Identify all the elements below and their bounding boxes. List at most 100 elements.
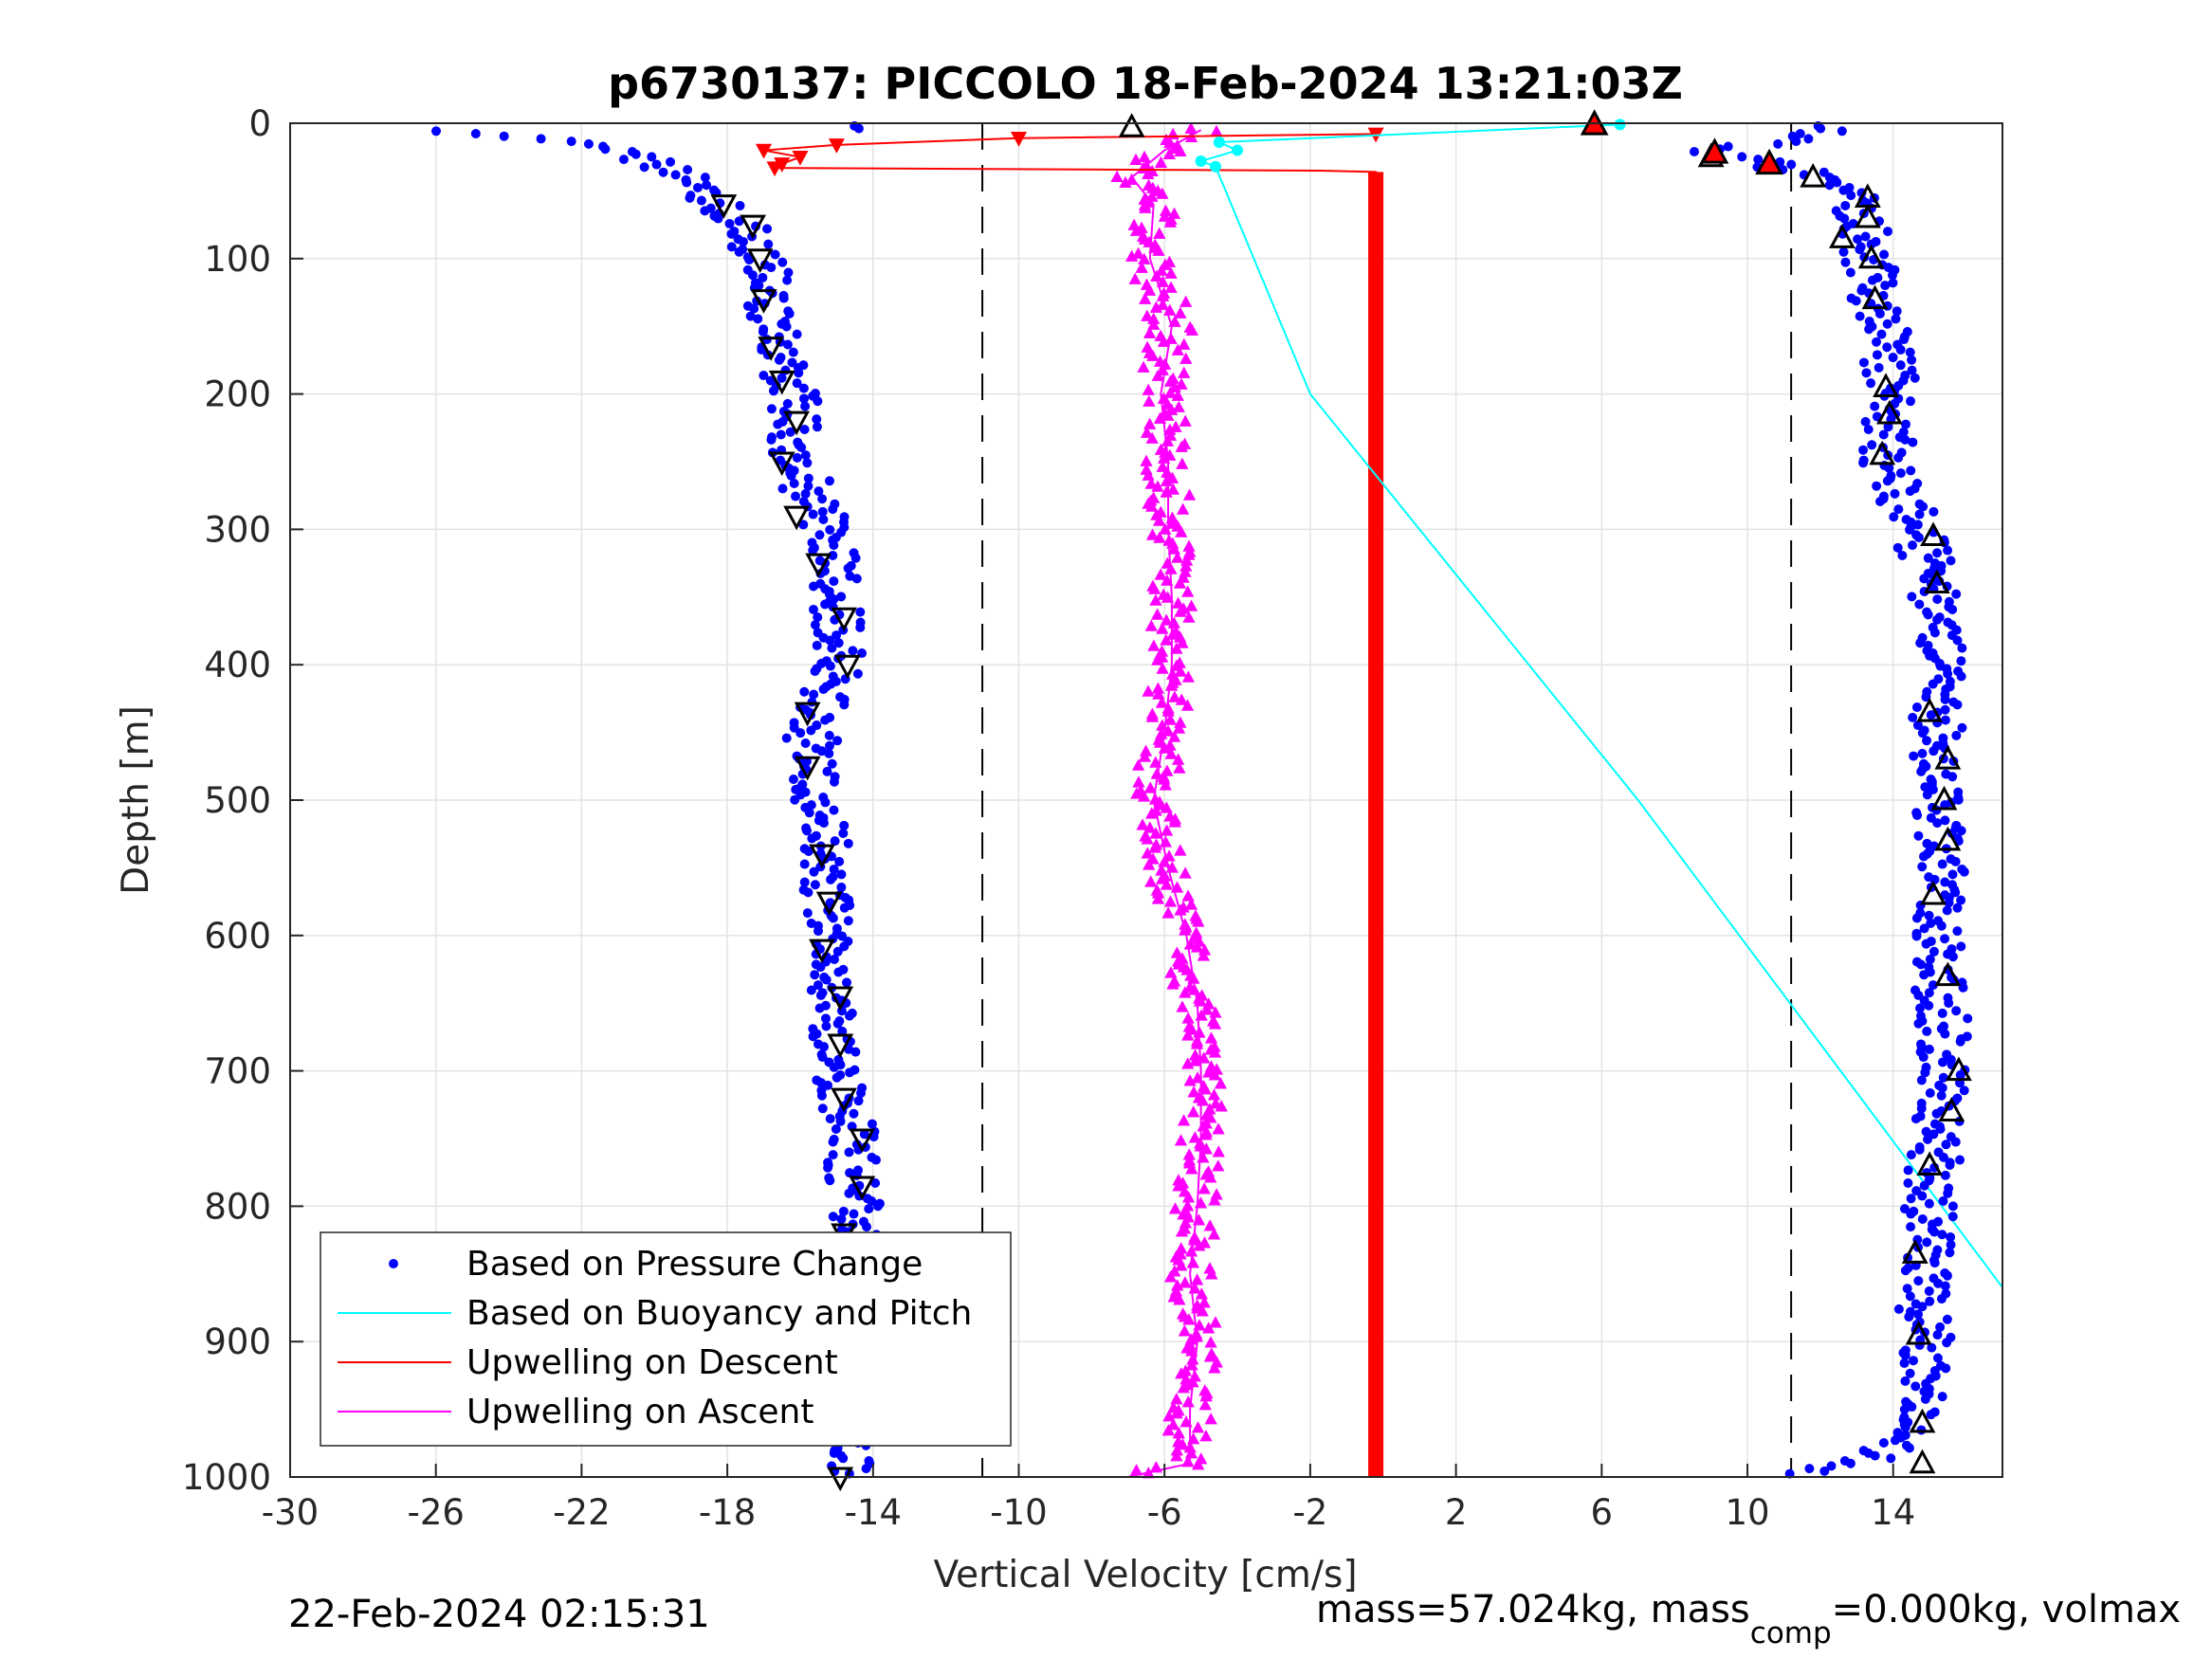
upwelling-ascent-marker — [1174, 903, 1187, 916]
pressure-change-point — [696, 195, 706, 206]
upwelling-ascent-marker — [1208, 1194, 1221, 1206]
pressure-change-point — [1952, 700, 1963, 710]
upwelling-ascent-marker — [1163, 386, 1177, 398]
upwelling-ascent-marker — [1172, 721, 1186, 734]
upwelling-ascent-marker — [1163, 713, 1178, 725]
pressure-change-point — [1837, 126, 1847, 137]
x-tick-label: -2 — [1292, 1492, 1327, 1533]
pressure-change-point — [788, 775, 798, 785]
upwelling-ascent-marker — [1143, 394, 1156, 407]
upwelling-ascent-marker — [1203, 1219, 1216, 1231]
upwelling-ascent-marker — [1147, 639, 1161, 651]
upwelling-ascent-marker — [1208, 1361, 1221, 1374]
pressure-change-point — [1956, 826, 1966, 836]
upwelling-ascent-marker — [1152, 244, 1165, 256]
pressure-change-point — [1832, 177, 1842, 188]
pressure-change-point — [1932, 818, 1943, 829]
pressure-change-point — [1938, 1195, 1948, 1206]
pressure-change-point — [536, 134, 546, 144]
pressure-change-point — [855, 607, 866, 617]
pressure-change-point — [1897, 550, 1908, 560]
upwelling-descent-marker — [755, 143, 773, 159]
pressure-change-point — [824, 730, 834, 740]
pressure-change-point — [1929, 746, 1939, 757]
pressure-change-point — [1947, 1212, 1958, 1222]
pressure-change-point — [1816, 123, 1826, 134]
pressure-change-point — [1940, 1170, 1950, 1180]
pressure-change-point — [828, 550, 838, 560]
upwelling-ascent-marker — [1167, 730, 1181, 742]
upwelling-ascent-marker — [1180, 699, 1195, 711]
pressure-change-point — [768, 386, 778, 396]
upwelling-ascent-marker — [1156, 662, 1169, 674]
upwelling-ascent-marker — [1174, 144, 1187, 156]
upwelling-ascent-marker — [1177, 1114, 1191, 1126]
upwelling-ascent-marker — [1143, 283, 1157, 296]
open-triangle-marker — [815, 891, 843, 917]
pressure-change-point — [745, 311, 756, 321]
pressure-change-point — [835, 1116, 846, 1126]
upwelling-ascent-marker — [1174, 716, 1187, 728]
upwelling-ascent-marker — [1166, 127, 1179, 139]
pressure-change-point — [1908, 437, 1918, 447]
pressure-change-point — [1942, 1270, 1952, 1281]
upwelling-ascent-marker — [1175, 525, 1188, 538]
pressure-change-point — [1876, 329, 1887, 339]
pressure-change-point — [1932, 594, 1943, 605]
pressure-change-point — [1922, 736, 1932, 746]
pressure-change-point — [1905, 1368, 1915, 1378]
pressure-change-point — [1959, 1085, 1969, 1096]
upwelling-ascent-marker — [1184, 1245, 1198, 1257]
pressure-change-point — [738, 236, 748, 246]
pressure-change-point — [1891, 314, 1901, 324]
upwelling-ascent-marker — [1163, 895, 1178, 907]
pressure-change-point — [766, 404, 777, 414]
upwelling-ascent-marker — [1193, 1026, 1206, 1038]
upwelling-descent-marker — [766, 161, 783, 177]
pressure-change-point — [1913, 1276, 1924, 1286]
pressure-change-point — [763, 239, 774, 249]
pressure-change-point — [826, 874, 836, 884]
open-triangle-marker — [1829, 224, 1856, 248]
pressure-change-point — [600, 144, 611, 155]
upwelling-ascent-marker — [1145, 710, 1159, 722]
upwelling-ascent-marker — [1215, 1100, 1228, 1112]
y-tick-label: 500 — [204, 780, 271, 821]
upwelling-ascent-marker — [1191, 1071, 1204, 1084]
pressure-change-point — [1874, 362, 1884, 373]
pressure-change-point — [817, 1052, 828, 1063]
pressure-change-point — [828, 1137, 838, 1147]
pressure-change-point — [813, 612, 823, 623]
upwelling-ascent-marker — [1150, 269, 1163, 282]
pressure-change-point — [726, 228, 737, 239]
upwelling-ascent-marker — [1184, 599, 1198, 611]
pressure-change-point — [1917, 1213, 1928, 1224]
pressure-change-point — [1940, 1281, 1950, 1291]
upwelling-ascent-marker — [1163, 423, 1177, 435]
pressure-change-point — [812, 414, 822, 425]
upwelling-ascent-marker — [1184, 121, 1197, 134]
open-triangle-marker — [1909, 1408, 1936, 1433]
upwelling-ascent-marker — [1174, 1134, 1188, 1146]
pressure-change-point — [1858, 445, 1869, 455]
pressure-change-point — [799, 393, 810, 404]
upwelling-ascent-marker — [1174, 605, 1187, 617]
upwelling-ascent-marker — [1198, 1083, 1212, 1095]
pressure-change-point — [1874, 496, 1885, 506]
pressure-change-point — [821, 975, 832, 985]
pressure-change-point — [1919, 574, 1929, 584]
upwelling-ascent-marker — [1188, 1054, 1202, 1066]
legend-label: Upwelling on Ascent — [466, 1393, 814, 1431]
pressure-change-point — [836, 592, 847, 602]
x-tick-label: -30 — [262, 1492, 319, 1533]
pressure-change-point — [792, 378, 802, 389]
pressure-change-point — [1864, 324, 1874, 335]
pressure-change-point — [831, 1124, 841, 1135]
pressure-change-point — [1936, 1294, 1947, 1304]
pressure-change-point — [825, 661, 835, 671]
pressure-change-point — [1795, 128, 1805, 138]
upwelling-ascent-marker — [1192, 915, 1205, 927]
upwelling-ascent-marker — [1191, 1421, 1205, 1433]
pressure-change-point — [823, 1162, 833, 1173]
pressure-change-point — [1941, 1139, 1951, 1150]
